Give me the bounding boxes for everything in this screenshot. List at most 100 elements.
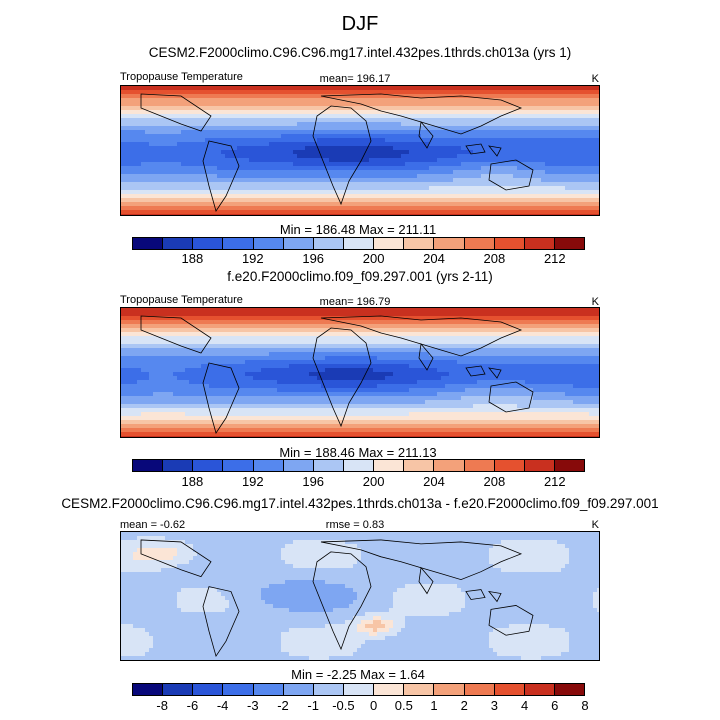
- field-cell: [465, 114, 470, 119]
- field-cell: [457, 210, 462, 215]
- field-cell: [545, 178, 550, 183]
- field-cell: [177, 162, 182, 167]
- field-cell: [445, 332, 450, 337]
- field-cell: [353, 98, 358, 103]
- field-cell: [221, 90, 226, 95]
- field-cell: [253, 134, 258, 139]
- field-cell: [269, 130, 274, 135]
- field-cell: [225, 316, 230, 321]
- field-cell: [329, 126, 334, 131]
- field-cell: [145, 324, 150, 329]
- field-cell: [477, 86, 482, 91]
- field-cell: [581, 308, 586, 313]
- field-cell: [181, 142, 186, 147]
- field-cell: [341, 186, 346, 191]
- field-cell: [345, 328, 350, 333]
- field-cell: [181, 316, 186, 321]
- field-cell: [237, 308, 242, 313]
- field-cell: [557, 110, 562, 115]
- field-cell: [325, 206, 330, 211]
- field-cell: [213, 122, 218, 127]
- field-cell: [381, 170, 386, 175]
- field-cell: [349, 182, 354, 187]
- field-cell: [549, 336, 554, 341]
- field-cell: [165, 118, 170, 123]
- field-cell: [261, 162, 266, 167]
- field-cell: [565, 328, 570, 333]
- field-cell: [425, 130, 430, 135]
- field-cell: [273, 214, 278, 215]
- field-cell: [445, 122, 450, 127]
- field-cell: [129, 106, 134, 111]
- field-cell: [213, 162, 218, 167]
- field-cell: [285, 308, 290, 313]
- field-cell: [349, 214, 354, 215]
- field-cell: [325, 162, 330, 167]
- field-cell: [269, 190, 274, 195]
- field-cell: [565, 214, 570, 215]
- field-cell: [485, 162, 490, 167]
- field-cell: [145, 118, 150, 123]
- field-cell: [509, 316, 514, 321]
- field-cell: [529, 320, 534, 325]
- field-cell: [533, 146, 538, 151]
- field-cell: [477, 118, 482, 123]
- field-cell: [237, 134, 242, 139]
- field-cell: [177, 336, 182, 341]
- field-cell: [133, 324, 138, 329]
- field-cell: [385, 202, 390, 207]
- field-cell: [561, 150, 566, 155]
- field-cell: [505, 98, 510, 103]
- field-cell: [221, 158, 226, 163]
- field-cell: [433, 150, 438, 155]
- field-cell: [153, 174, 158, 179]
- field-cell: [401, 336, 406, 341]
- field-cell: [201, 90, 206, 95]
- field-cell: [197, 186, 202, 191]
- field-cell: [233, 122, 238, 127]
- field-cell: [209, 154, 214, 159]
- field-cell: [157, 114, 162, 119]
- field-cell: [421, 328, 426, 333]
- field-cell: [161, 332, 166, 337]
- field-cell: [161, 308, 166, 313]
- field-cell: [573, 336, 578, 341]
- field-cell: [525, 174, 530, 179]
- field-cell: [297, 332, 302, 337]
- field-cell: [553, 308, 558, 313]
- field-cell: [353, 138, 358, 143]
- field-cell: [397, 138, 402, 143]
- main-title: DJF: [341, 13, 379, 35]
- field-cell: [225, 150, 230, 155]
- field-cell: [345, 142, 350, 147]
- field-cell: [257, 202, 262, 207]
- field-cell: [437, 332, 442, 337]
- field-cell: [145, 138, 150, 143]
- field-cell: [545, 86, 550, 91]
- field-cell: [521, 210, 526, 215]
- field-cell: [205, 340, 210, 345]
- field-cell: [493, 94, 498, 99]
- field-cell: [257, 324, 262, 329]
- field-cell: [301, 170, 306, 175]
- field-cell: [545, 190, 550, 195]
- field-cell: [125, 328, 130, 333]
- field-cell: [141, 170, 146, 175]
- field-cell: [273, 158, 278, 163]
- field-cell: [593, 122, 598, 127]
- field-cell: [129, 158, 134, 163]
- field-cell: [209, 328, 214, 333]
- field-cell: [281, 190, 286, 195]
- field-cell: [249, 194, 254, 199]
- field-cell: [533, 316, 538, 321]
- field-cell: [457, 336, 462, 341]
- field-cell: [441, 94, 446, 99]
- field-cell: [201, 114, 206, 119]
- field-cell: [565, 202, 570, 207]
- panel-1-colorbar-ticks: 188 192 196 200 204 208 212: [0, 252, 720, 268]
- field-cell: [437, 86, 442, 91]
- field-cell: [321, 146, 326, 151]
- field-cell: [297, 154, 302, 159]
- field-cell: [577, 94, 582, 99]
- field-cell: [189, 324, 194, 329]
